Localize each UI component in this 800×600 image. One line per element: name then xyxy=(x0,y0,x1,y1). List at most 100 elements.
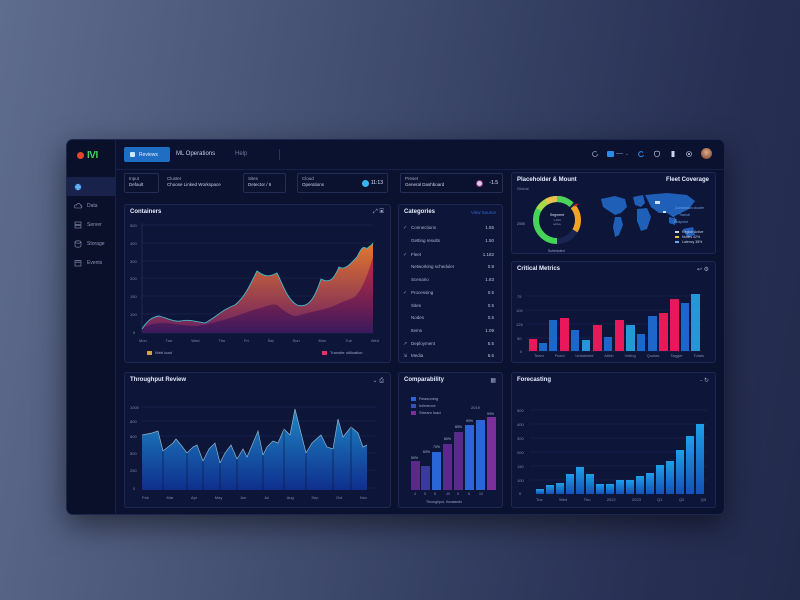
tab-help[interactable]: Help xyxy=(235,151,248,157)
chat-icon xyxy=(130,152,135,157)
list-item[interactable]: Getting results 1.50 xyxy=(411,238,494,243)
svg-text:70%: 70% xyxy=(433,445,440,449)
cloud-icon xyxy=(74,202,83,208)
filter-value: Default xyxy=(129,182,144,187)
filter-label: Preset xyxy=(405,176,419,181)
sidebar-item-events[interactable]: Events xyxy=(67,253,116,272)
calendar-icon xyxy=(74,259,82,266)
filter-input[interactable]: Input Default xyxy=(124,173,159,193)
sidebar-item-label: Server xyxy=(87,221,102,228)
bookmark-icon[interactable] xyxy=(669,150,677,158)
monitor-icon xyxy=(606,150,614,157)
svg-text:99%: 99% xyxy=(487,412,494,416)
panel-title: Throughput Review xyxy=(130,377,186,383)
panel-title: Categories xyxy=(404,209,436,215)
settings-icon[interactable] xyxy=(685,150,693,158)
svg-text:80%: 80% xyxy=(444,437,451,441)
area-chart xyxy=(141,223,374,334)
filter-cloud[interactable]: Cloud Operations 11:13 xyxy=(297,173,388,193)
svg-text:50%: 50% xyxy=(411,456,418,460)
sync-icon[interactable] xyxy=(637,150,645,158)
sidebar-item-label: Events xyxy=(87,259,103,266)
settings-icon[interactable]: ⚙ xyxy=(703,267,709,273)
sidebar-item-data[interactable]: Data xyxy=(67,196,116,215)
svg-text:5: 5 xyxy=(457,492,459,496)
filter-preset[interactable]: Preset General Dashboard -1.5 xyxy=(400,173,503,193)
list-item[interactable]: Networking scheduler 0.8 xyxy=(411,264,494,269)
svg-text:10: 10 xyxy=(479,492,483,496)
menu-icon[interactable]: ▣ xyxy=(379,209,384,215)
svg-text:60%: 60% xyxy=(423,450,430,454)
shield-icon[interactable] xyxy=(653,150,661,158)
legend-transfer[interactable]: Transfer utilization xyxy=(322,350,363,355)
dashboard-window: IVI Data Server Storage Events xyxy=(66,139,725,515)
legend-item[interactable]: Stream load xyxy=(411,410,441,415)
map-title: Fleet Coverage xyxy=(665,177,709,183)
legend-item[interactable]: Reasoning xyxy=(411,396,438,401)
avatar[interactable] xyxy=(701,148,712,159)
export-icon[interactable]: ⎙ xyxy=(379,378,384,384)
collapse-icon[interactable]: ↩ xyxy=(696,267,702,273)
comparability-panel: Comparability ▦ Reasoning Inference Stre… xyxy=(398,372,503,508)
sidebar-item-storage[interactable]: Storage xyxy=(67,234,116,253)
list-item[interactable]: Scenario 1.83 xyxy=(411,277,494,282)
legend-item[interactable]: Inference xyxy=(411,403,436,408)
sidebar-item-globe[interactable] xyxy=(67,177,116,196)
list-item[interactable]: ✓ Fleet 1.182 xyxy=(403,251,494,258)
filter-badge: 11:13 xyxy=(370,180,383,186)
refresh-icon[interactable] xyxy=(591,150,599,158)
refresh-icon[interactable]: ↻ xyxy=(703,378,709,384)
list-item[interactable]: Nodes 0.5 xyxy=(411,315,494,320)
database-icon xyxy=(74,239,82,248)
list-item[interactable]: Sites 0.5 xyxy=(411,303,494,308)
legend-web-load[interactable]: Web load xyxy=(147,350,172,355)
list-item[interactable]: ✓ Processing 0.5 xyxy=(403,289,494,296)
svg-text:8: 8 xyxy=(468,492,470,496)
filter-value: Detector / 6 xyxy=(248,182,272,187)
placeholder-mount-panel: Placeholder & Mount Global Fleet Coverag… xyxy=(511,172,716,254)
filter-value: Operations xyxy=(302,182,325,187)
logo-text: IVI xyxy=(87,150,98,161)
expand-icon[interactable]: ⤢ xyxy=(372,209,378,215)
logo[interactable]: IVI xyxy=(77,150,98,161)
panel-title: Comparability xyxy=(404,377,445,383)
chevron-down-icon[interactable]: ⌄ xyxy=(372,378,378,384)
chevron-down-icon: ⌄ xyxy=(624,150,629,157)
panel-actions: ⌄ ⎙ xyxy=(372,377,384,385)
x-axis: Team Fixed Unlabeled Attrib Voting Quotas Tagg… xyxy=(534,353,704,358)
critical-metrics-panel: Critical Metrics ↩ ⚙ xyxy=(511,261,716,363)
reviews-button[interactable]: Reviews xyxy=(124,147,170,162)
filter-label: Cluster xyxy=(167,176,182,181)
view-source-link[interactable]: View Source xyxy=(470,210,496,215)
grid-icon[interactable]: ▦ xyxy=(490,378,496,384)
tab-ml-operations[interactable]: ML Operations xyxy=(176,151,216,157)
filter-row: Input Default Cluster Choose Linked Work… xyxy=(124,173,504,195)
list-item[interactable]: ↗ Deployment 5.5 xyxy=(403,340,494,347)
area-chart xyxy=(141,406,377,490)
svg-text:5: 5 xyxy=(424,492,426,496)
svg-text:8: 8 xyxy=(434,492,436,496)
minus-icon[interactable]: - xyxy=(700,378,703,384)
filter-label: Input xyxy=(129,176,140,181)
list-item[interactable]: Items 1.09 xyxy=(411,328,494,333)
filter-cluster[interactable]: Cluster Choose Linked Workspace xyxy=(162,173,236,193)
reviews-button-label: Reviews xyxy=(139,151,158,158)
donut-chart[interactable] xyxy=(527,190,587,250)
filter-value: General Dashboard xyxy=(405,182,445,187)
map-legend: Region Active Nodes 42% Latency 38% xyxy=(675,230,703,245)
logo-dot-icon xyxy=(77,152,84,159)
svg-text:40: 40 xyxy=(446,492,450,496)
sidebar: IVI Data Server Storage Events xyxy=(67,140,116,514)
world-map[interactable] xyxy=(597,191,717,251)
panel-actions: - ↻ xyxy=(700,377,709,384)
panel-subtitle: Global xyxy=(517,186,529,191)
list-item[interactable]: ⇲ Media 6.5 xyxy=(403,352,494,359)
filter-label: Sites xyxy=(248,176,259,181)
filter-sites[interactable]: Sites Detector / 6 xyxy=(243,173,286,193)
list-item[interactable]: ✓ Connections 1.55 xyxy=(403,224,494,231)
sidebar-item-server[interactable]: Server xyxy=(67,215,116,234)
sidebar-item-label: Storage xyxy=(87,240,105,247)
panel-title: Critical Metrics xyxy=(517,266,561,272)
view-selector[interactable]: ⌄ xyxy=(606,150,629,157)
donut-center-value: 1,200 active xyxy=(553,218,561,226)
